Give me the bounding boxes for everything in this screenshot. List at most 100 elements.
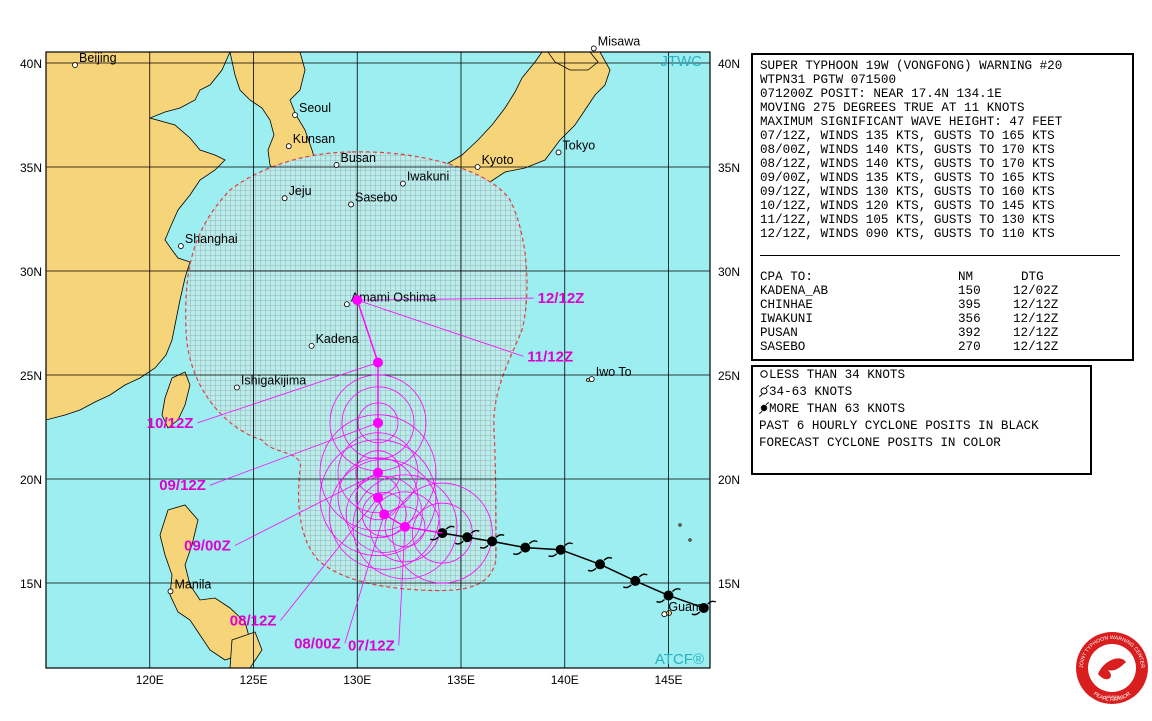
cpa-name: SASEBO	[760, 340, 806, 354]
place-label: Shanghai	[185, 232, 238, 246]
lat-label-right: 40N	[718, 57, 740, 71]
logo-sub-text: HAWAII	[1105, 694, 1119, 699]
lon-label: 145E	[654, 673, 682, 687]
past-position-marker	[630, 575, 641, 586]
forecast-leader-line	[280, 497, 379, 621]
place-label: Ishigakijima	[241, 373, 306, 387]
typhoon-symbol-icon	[430, 525, 455, 541]
place-label: Seoul	[299, 101, 331, 115]
legend-line: FORECAST CYCLONE POSITS IN COLOR	[759, 435, 1001, 452]
forecast-leader-line	[197, 362, 379, 424]
place-labels: Beijing Misawa Seoul Kunsan Busan Jeju Sasebo I…	[72, 34, 702, 618]
place-label: Kunsan	[293, 132, 335, 146]
warning-line: MAXIMUM SIGNIFICANT WAVE HEIGHT: 47 FEET	[760, 115, 1063, 129]
legend-line: 34-63 KNOTS	[758, 384, 853, 401]
lat-label-left: 40N	[20, 57, 42, 71]
past-position-marker	[520, 542, 531, 553]
wind-radius-ring	[328, 458, 440, 570]
place-marker	[177, 243, 184, 249]
china-landmass	[46, 52, 231, 421]
forecast-time-label: 08/00Z	[294, 635, 341, 652]
cpa-nm: 356	[958, 312, 981, 326]
warning-line: 11/12Z, WINDS 105 KTS, GUSTS TO 130 KTS	[760, 213, 1055, 227]
place-label: Beijing	[79, 51, 117, 65]
cpa-nm: 270	[958, 340, 981, 354]
warning-line: 071200Z POSIT: NEAR 17.4N 134.1E	[760, 87, 1002, 101]
warning-line: 08/00Z, WINDS 140 KTS, GUSTS TO 170 KTS	[760, 143, 1055, 157]
place-label: Misawa	[598, 34, 640, 48]
warning-line: 10/12Z, WINDS 120 KTS, GUSTS TO 145 KTS	[760, 199, 1055, 213]
typhoon-symbol-icon	[479, 534, 505, 549]
typhoon-symbol-icon	[513, 540, 538, 555]
typhoon-symbol-icon	[691, 600, 717, 616]
cpa-dtg: 12/12Z	[1013, 326, 1059, 340]
forecast-time-label: 11/12Z	[527, 348, 573, 365]
place-marker	[167, 588, 174, 595]
place-marker	[590, 45, 597, 52]
legend-text: MORE THAN 63 KNOTS	[769, 402, 906, 416]
cpa-dtg: 12/12Z	[1013, 340, 1059, 354]
lat-label-right: 25N	[718, 369, 740, 383]
lon-label: 120E	[136, 673, 164, 687]
legend-text: 34-63 KNOTS	[769, 385, 853, 399]
cpa-nm: 392	[958, 326, 981, 340]
place-label: Sasebo	[355, 190, 397, 204]
forecast-time-label: 10/12Z	[147, 415, 194, 432]
place-marker	[308, 342, 315, 349]
typhoon-symbol-icon	[656, 588, 681, 603]
cpa-nm: 395	[958, 298, 981, 312]
place-label: Kyoto	[482, 153, 514, 167]
forecast-leader-line	[357, 297, 534, 301]
place-marker	[72, 62, 78, 68]
cpa-name: KADENA_AB	[760, 284, 829, 298]
warning-line: 09/00Z, WINDS 135 KTS, GUSTS TO 165 KTS	[760, 171, 1055, 185]
forecast-time-label: 09/12Z	[159, 477, 206, 494]
place-marker	[555, 149, 562, 156]
lon-label: 125E	[239, 673, 267, 687]
map-frame	[45, 51, 711, 669]
cpa-dtg: 12/02Z	[1013, 284, 1059, 298]
jtwc-source-label: JTWC	[660, 53, 702, 70]
swirl-icon	[1098, 658, 1126, 680]
cpa-nm: 150	[958, 284, 981, 298]
forecast-leader-line	[209, 422, 379, 486]
lon-label: 140E	[551, 673, 579, 687]
warning-line: 07/12Z, WINDS 135 KTS, GUSTS TO 165 KTS	[760, 129, 1055, 143]
place-label: Tokyo	[563, 138, 596, 152]
cpa-name: CHINHAE	[760, 298, 813, 312]
legend-text: PAST 6 HOURLY CYCLONE POSITS IN BLACK	[759, 419, 1039, 433]
typhoon-symbol-icon	[622, 573, 648, 589]
past-position-marker	[487, 536, 498, 547]
warning-line: 12/12Z, WINDS 090 KTS, GUSTS TO 110 KTS	[760, 227, 1055, 241]
danger-area	[185, 151, 528, 592]
typhoon-symbol-icon	[548, 542, 573, 558]
warning-line: 08/12Z, WINDS 140 KTS, GUSTS TO 170 KTS	[760, 157, 1055, 171]
legend-panel: LESS THAN 34 KNOTS 34-63 KNOTS MORE THAN 6…	[751, 365, 1092, 475]
past-position-marker	[698, 602, 709, 613]
place-marker	[474, 164, 481, 170]
place-marker	[348, 201, 354, 208]
taiwan-landmass	[161, 371, 191, 429]
place-marker	[333, 162, 340, 168]
place-label: Busan	[341, 151, 376, 165]
forecast-time-label: 07/12Z	[348, 637, 395, 654]
forecast-leader-line	[398, 526, 406, 646]
japan-hokkaido-landmass	[547, 52, 599, 71]
cpa-header-dtg: DTG	[1021, 270, 1044, 284]
place-marker	[281, 195, 288, 202]
wind-radius-ring	[352, 474, 458, 580]
place-label: Iwakuni	[407, 170, 449, 184]
place-marker	[343, 301, 350, 308]
place-marker	[399, 180, 406, 187]
mindanao-landmass	[229, 631, 263, 668]
forecast-track: 07/12Z 08/00Z 08/12Z 09/00Z 09/12Z 10/12Z 11/1…	[147, 290, 585, 654]
place-marker	[285, 143, 292, 150]
divider	[760, 255, 1120, 256]
wind-radius-ring	[369, 491, 441, 563]
forecast-position-marker	[373, 467, 383, 478]
cpa-header-nm: NM	[958, 270, 974, 284]
place-label: Manila	[175, 577, 212, 591]
place-label: Kadena	[316, 332, 359, 346]
lat-label-left: 15N	[20, 577, 42, 591]
